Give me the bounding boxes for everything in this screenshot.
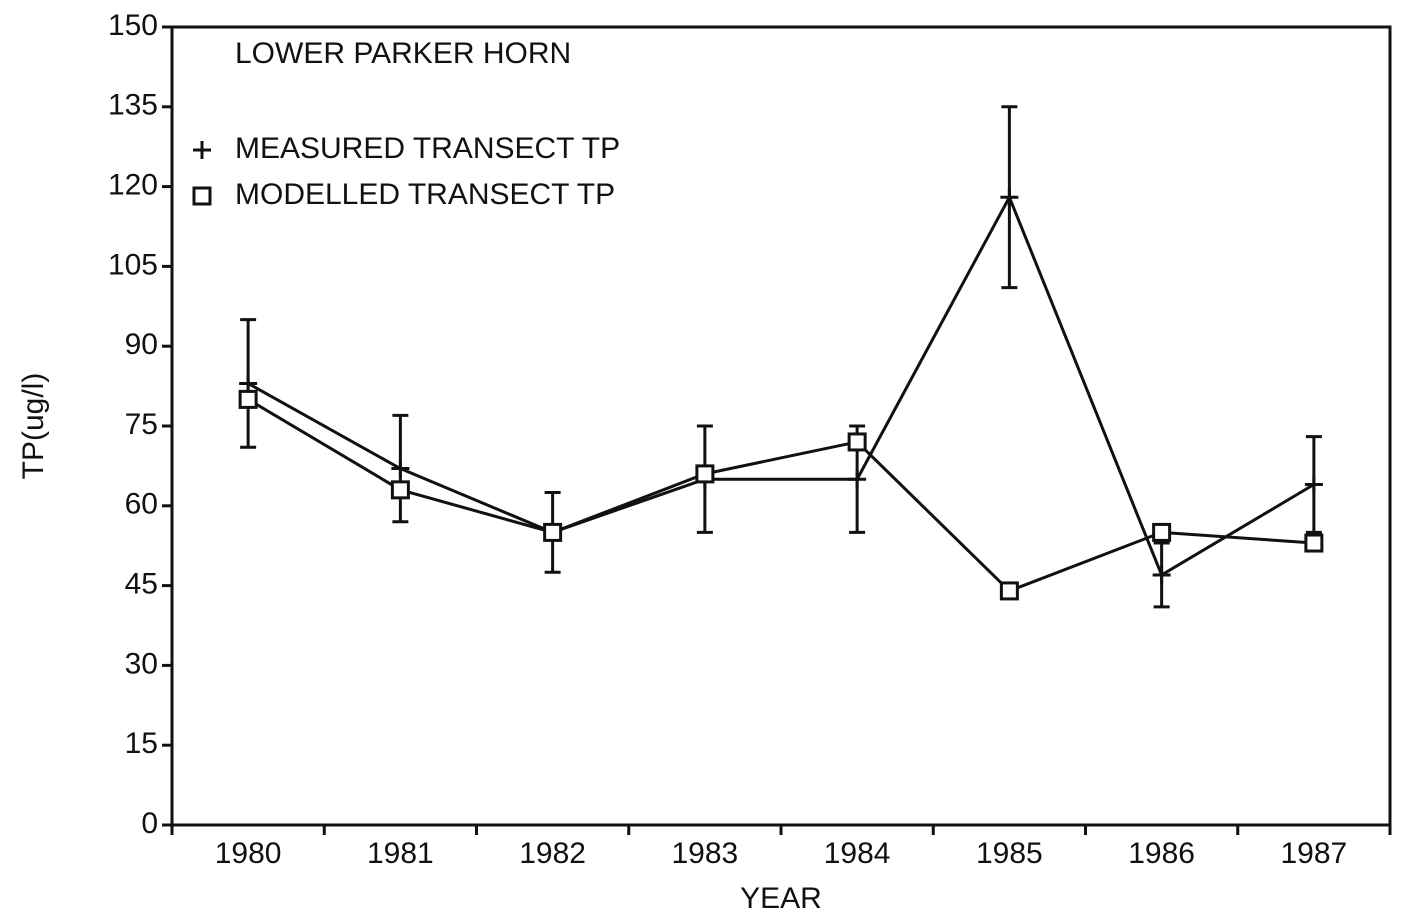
x-tick-label: 1982 — [519, 837, 586, 870]
legend-label: MODELLED TRANSECT TP — [235, 178, 615, 211]
plus-marker — [1304, 475, 1323, 494]
x-tick-label: 1986 — [1128, 837, 1195, 870]
plus-marker — [848, 470, 867, 489]
plus-marker — [193, 141, 211, 159]
y-tick-label: 75 — [125, 408, 158, 441]
x-tick-label: 1980 — [215, 837, 282, 870]
plus-marker — [239, 374, 258, 393]
square-marker — [847, 432, 867, 452]
square-marker — [1152, 522, 1172, 542]
y-tick-label: 30 — [125, 647, 158, 680]
y-tick-label: 0 — [141, 807, 158, 840]
plus-marker — [1152, 565, 1171, 584]
y-tick-label: 120 — [108, 169, 158, 202]
x-axis-label: YEAR — [740, 882, 822, 915]
square-marker — [238, 389, 258, 409]
square-marker — [390, 480, 410, 500]
y-tick-label: 135 — [108, 89, 158, 122]
chart-title: LOWER PARKER HORN — [235, 37, 571, 70]
series-line — [247, 398, 1314, 593]
y-tick-label: 45 — [125, 568, 158, 601]
series-line — [247, 193, 1315, 578]
legend-label: MEASURED TRANSECT TP — [235, 132, 620, 165]
square-marker — [192, 186, 212, 206]
y-tick-label: 60 — [125, 488, 158, 521]
square-marker — [695, 464, 715, 484]
y-tick-label: 15 — [125, 727, 158, 760]
plus-marker — [391, 459, 410, 478]
y-tick-label: 150 — [108, 9, 158, 42]
x-tick-label: 1987 — [1281, 837, 1348, 870]
x-tick-label: 1983 — [672, 837, 739, 870]
y-tick-label: 90 — [125, 328, 158, 361]
y-tick-label: 105 — [108, 248, 158, 281]
x-tick-label: 1985 — [976, 837, 1043, 870]
square-marker — [1304, 533, 1324, 553]
y-axis-label: TP(ug/l) — [17, 373, 50, 480]
x-tick-label: 1981 — [367, 837, 434, 870]
x-tick-label: 1984 — [824, 837, 891, 870]
square-marker — [543, 522, 563, 542]
square-marker — [999, 581, 1019, 601]
plus-marker — [1000, 188, 1019, 207]
